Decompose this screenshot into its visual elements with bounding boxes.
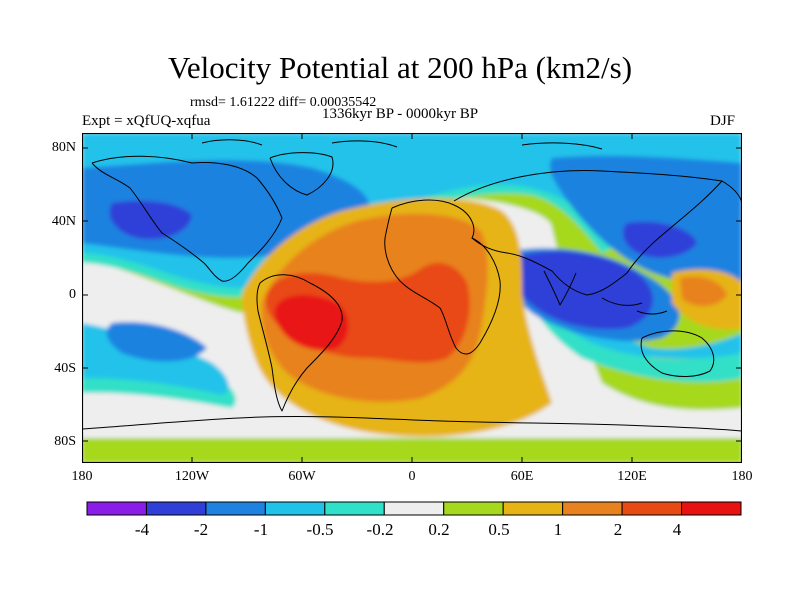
colorbar-swatch [145,501,207,516]
colorbar-label: 0.2 [428,520,450,539]
map-title: Velocity Potential at 200 hPa (km2/s) [167,50,633,85]
colorbar-label: 1 [553,520,563,539]
colorbar-label: -4 [134,520,150,539]
colorbar-swatch [621,501,683,516]
colorbar-swatch [205,501,266,516]
colorbar-swatch [681,501,742,516]
lon-label-120e: 120E [617,469,647,484]
lat-label-0: 0 [69,287,76,302]
colorbar-swatch [264,501,326,516]
coast-greenland [269,152,334,196]
lon-label-180-left: 180 [71,469,93,484]
lat-label-80s: 80S [54,434,76,449]
field-darkblue-pacific [109,200,192,240]
colorbar-label: 4 [672,520,682,539]
colorbar-label: 2 [613,520,623,539]
lat-label-80n: 80N [51,140,76,155]
colorbar-label: -0.5 [306,520,334,539]
time-period-label: 1336kyr BP - 0000kyr BP [322,106,479,122]
lon-label-120w: 120W [174,469,210,484]
coast-north-america [91,155,283,282]
colorbar-label: 0.5 [488,520,510,539]
velocity-potential-map [82,133,742,463]
colorbar-swatch [324,501,385,516]
coast-southeast-asia [601,297,668,315]
coast-south-america [256,274,343,412]
field-orange-east [680,276,727,307]
colorbar-label: -0.2 [366,520,394,539]
axis-ticks [82,133,742,463]
coast-india [543,270,577,306]
field-cyan-green-east [522,283,742,382]
colorbar-swatch [383,501,445,516]
coast-europe-africa [384,199,501,355]
coast-australia [640,330,715,377]
field-medblue-northeast [550,155,742,285]
lat-label-40n: 40N [51,214,76,229]
colorbar-label: -1 [253,520,269,539]
field-medblue-southwest [106,322,207,362]
colorbar-swatch [443,501,504,516]
coast-asia [453,170,742,296]
coastlines [82,139,742,432]
lon-label-0: 0 [408,469,416,484]
field-darkblue-indo [507,251,654,330]
experiment-label: Expt = xQfUQ-xqfua [82,113,211,129]
season-label: DJF [710,113,736,129]
colorbar-swatch [502,501,564,516]
coast-arctic-islands [201,139,603,150]
field-red [274,295,349,351]
lon-label-60w: 60W [288,469,316,484]
colorbar-label: -2 [193,520,209,539]
coast-antarctica [82,415,742,432]
field-darkblue-japan [622,221,697,258]
lat-label-40s: 40S [54,361,76,376]
rmsd-diff-stats: rmsd= 1.61222 diff= 0.00035542 [190,95,377,110]
lon-label-60e: 60E [510,469,534,484]
lon-label-180-right: 180 [731,469,753,484]
colorbar-swatch [562,501,623,516]
colorbar [86,501,742,516]
colorbar-swatch [86,501,147,516]
